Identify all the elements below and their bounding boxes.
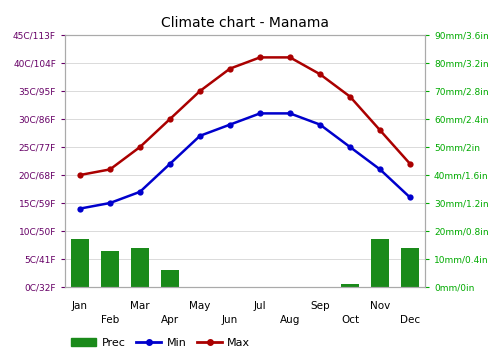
- Text: Aug: Aug: [280, 315, 300, 325]
- Text: Dec: Dec: [400, 315, 420, 325]
- Bar: [161, 270, 179, 287]
- Bar: [371, 239, 389, 287]
- Legend: Prec, Min, Max: Prec, Min, Max: [67, 333, 255, 350]
- Bar: [101, 251, 119, 287]
- Bar: [131, 248, 149, 287]
- Title: Climate chart - Manama: Climate chart - Manama: [161, 16, 329, 30]
- Text: Jun: Jun: [222, 315, 238, 325]
- Text: Sep: Sep: [310, 301, 330, 311]
- Bar: [71, 239, 89, 287]
- Text: Oct: Oct: [341, 315, 359, 325]
- Text: Jan: Jan: [72, 301, 88, 311]
- Bar: [341, 284, 359, 287]
- Text: May: May: [190, 301, 210, 311]
- Text: Feb: Feb: [101, 315, 119, 325]
- Text: Mar: Mar: [130, 301, 150, 311]
- Text: Nov: Nov: [370, 301, 390, 311]
- Bar: [401, 248, 419, 287]
- Text: Apr: Apr: [161, 315, 179, 325]
- Text: Jul: Jul: [254, 301, 266, 311]
